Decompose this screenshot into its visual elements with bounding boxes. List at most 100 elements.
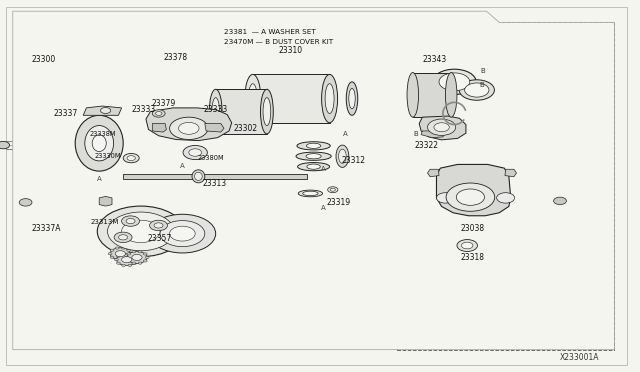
Ellipse shape (76, 115, 123, 171)
Circle shape (152, 110, 165, 117)
Circle shape (138, 262, 142, 264)
Polygon shape (253, 74, 330, 123)
Ellipse shape (460, 80, 495, 100)
Polygon shape (152, 124, 166, 132)
Polygon shape (421, 131, 445, 138)
Circle shape (110, 248, 131, 260)
Polygon shape (13, 11, 614, 350)
Text: 23380M: 23380M (197, 155, 224, 161)
Text: 23470M — B DUST COVER KIT: 23470M — B DUST COVER KIT (224, 39, 333, 45)
Polygon shape (205, 124, 224, 132)
Text: B: B (413, 131, 419, 137)
Text: A: A (321, 205, 326, 211)
Text: 23322: 23322 (415, 141, 439, 150)
Circle shape (461, 242, 473, 249)
Ellipse shape (127, 155, 136, 161)
Text: A: A (321, 166, 326, 172)
Bar (218, 22, 387, 54)
Polygon shape (146, 108, 232, 141)
Circle shape (170, 226, 195, 241)
Text: 23313M: 23313M (90, 219, 118, 225)
Circle shape (127, 249, 131, 251)
Text: 23337A: 23337A (31, 224, 61, 233)
Text: 23319: 23319 (326, 198, 351, 207)
Circle shape (100, 108, 111, 113)
Ellipse shape (445, 73, 457, 117)
Ellipse shape (192, 170, 205, 183)
Text: 23302: 23302 (234, 124, 258, 133)
Text: 23333: 23333 (204, 105, 228, 114)
Text: 23343: 23343 (422, 55, 447, 64)
Text: 23338M: 23338M (90, 131, 116, 137)
Circle shape (127, 251, 147, 263)
Circle shape (160, 221, 205, 247)
Circle shape (149, 214, 216, 253)
Circle shape (127, 253, 131, 255)
Bar (138, 56, 266, 164)
Circle shape (457, 240, 477, 251)
Ellipse shape (307, 164, 321, 169)
Circle shape (108, 212, 174, 251)
Text: 23313: 23313 (202, 179, 227, 187)
Text: 23300: 23300 (31, 55, 56, 64)
Text: 23357: 23357 (147, 234, 172, 243)
Text: 23330M: 23330M (94, 153, 120, 159)
Ellipse shape (407, 73, 419, 117)
Ellipse shape (92, 135, 106, 152)
Circle shape (115, 258, 119, 260)
Circle shape (133, 262, 137, 264)
Text: A: A (180, 163, 185, 169)
Circle shape (132, 254, 142, 260)
Text: A: A (97, 176, 102, 182)
Circle shape (143, 253, 147, 255)
Polygon shape (505, 169, 516, 177)
Ellipse shape (195, 172, 202, 180)
Text: B: B (479, 82, 484, 88)
Ellipse shape (85, 126, 114, 161)
Bar (397, 22, 614, 350)
Circle shape (143, 260, 147, 262)
Polygon shape (83, 106, 122, 115)
Circle shape (132, 262, 136, 264)
Circle shape (434, 123, 449, 132)
Text: 23379: 23379 (151, 99, 175, 108)
Circle shape (116, 255, 120, 257)
Circle shape (97, 206, 184, 257)
Circle shape (122, 247, 125, 249)
Polygon shape (123, 174, 307, 179)
Circle shape (122, 264, 125, 266)
Ellipse shape (349, 89, 355, 109)
Ellipse shape (322, 74, 338, 123)
Circle shape (456, 189, 484, 205)
Circle shape (156, 112, 162, 115)
Text: 23038: 23038 (461, 224, 485, 233)
Circle shape (133, 255, 137, 257)
Circle shape (554, 197, 566, 205)
Ellipse shape (296, 152, 332, 160)
Ellipse shape (248, 84, 257, 113)
Text: X233001A: X233001A (559, 353, 599, 362)
Circle shape (122, 257, 132, 263)
Circle shape (118, 235, 127, 240)
Circle shape (446, 183, 495, 211)
Circle shape (115, 247, 119, 249)
Text: B: B (481, 68, 486, 74)
Circle shape (179, 122, 199, 134)
Text: 23378: 23378 (164, 53, 188, 62)
Circle shape (108, 253, 112, 255)
Circle shape (135, 259, 139, 261)
Circle shape (122, 220, 160, 243)
Circle shape (127, 260, 131, 262)
Ellipse shape (306, 154, 321, 159)
Circle shape (127, 256, 131, 258)
Polygon shape (419, 116, 466, 140)
Text: 23310: 23310 (278, 46, 303, 55)
Ellipse shape (245, 74, 261, 123)
Circle shape (0, 141, 10, 149)
Ellipse shape (465, 83, 489, 97)
Circle shape (122, 253, 125, 255)
Ellipse shape (439, 73, 470, 91)
Ellipse shape (297, 142, 330, 150)
Circle shape (428, 119, 456, 135)
Polygon shape (428, 169, 439, 177)
